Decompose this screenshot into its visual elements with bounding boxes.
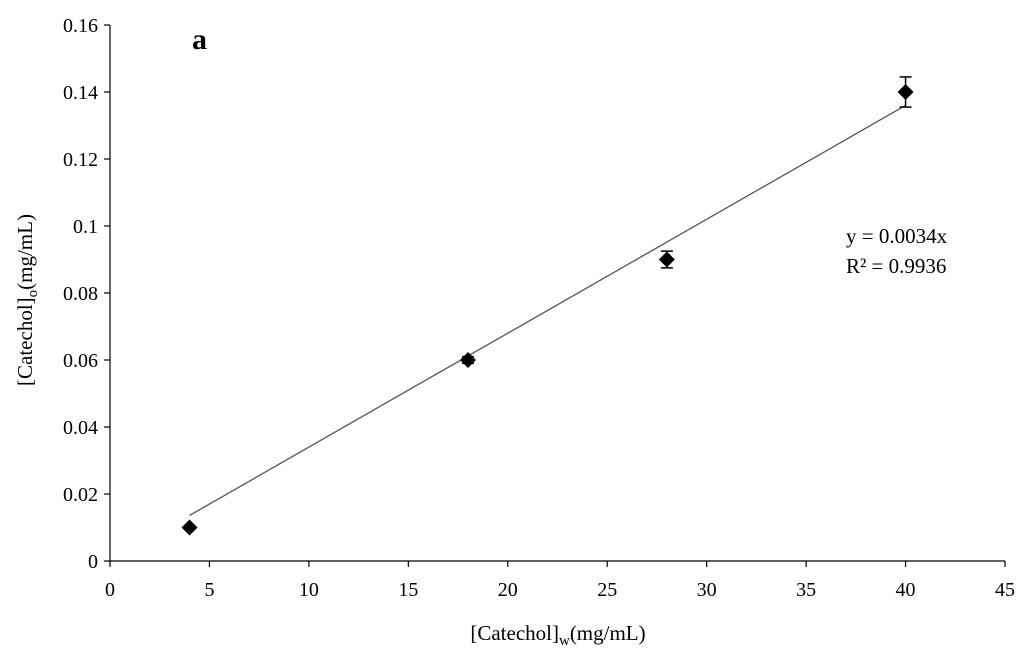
axes (109, 25, 1005, 562)
x-tick-label: 20 (498, 579, 518, 601)
trendline (189, 104, 906, 517)
trendline-equation: y = 0.0034x (846, 224, 948, 248)
y-tick-label: 0.06 (63, 350, 98, 372)
data-point-marker (460, 352, 476, 368)
y-tick-label: 0.14 (63, 82, 98, 104)
y-axis-title-main: [Catechol] (13, 297, 37, 386)
x-tick-label: 15 (398, 579, 418, 601)
x-axis-title: [Catechol]w(mg/mL) (470, 621, 645, 649)
data-point-marker (658, 251, 675, 268)
x-tick-label: 10 (299, 579, 319, 601)
x-tick-label: 35 (796, 579, 816, 601)
data-point-marker (897, 84, 914, 100)
x-tick-label: 5 (204, 579, 214, 601)
ticks: 0 0.02 0.04 0.06 0.08 0.1 0.12 0.14 0.16 0 5 10 15 20… (63, 15, 1015, 601)
r-squared-label: R² = 0.9936 (846, 254, 946, 278)
panel-label: a (192, 23, 207, 56)
x-tick-label: 40 (896, 579, 916, 601)
data-point-marker (181, 519, 198, 536)
x-axis-title-main: [Catechol] (470, 621, 559, 645)
y-tick-label: 0.02 (63, 484, 98, 506)
y-tick-label: 0.04 (63, 417, 98, 439)
y-tick-label: 0.08 (63, 283, 98, 305)
x-tick-label: 25 (597, 579, 617, 601)
x-tick-label: 0 (105, 579, 115, 601)
x-tick-label: 30 (697, 579, 717, 601)
x-axis-title-unit: (mg/mL) (570, 621, 646, 645)
trendline-group (189, 104, 906, 517)
y-tick-label: 0.16 (63, 15, 98, 37)
y-axis-title-subscript: o (25, 290, 41, 298)
y-axis-title: [Catechol]o(mg/mL) (13, 214, 41, 386)
y-axis-title-unit: (mg/mL) (13, 214, 37, 290)
y-tick-label: 0.1 (73, 216, 98, 238)
data-points (181, 76, 914, 536)
y-tick-label: 0 (88, 551, 98, 573)
y-axis-title-group: [Catechol]o(mg/mL) (13, 214, 41, 386)
y-tick-label: 0.12 (63, 149, 98, 171)
x-tick-label: 45 (995, 579, 1015, 601)
x-axis-title-subscript: w (559, 633, 570, 649)
